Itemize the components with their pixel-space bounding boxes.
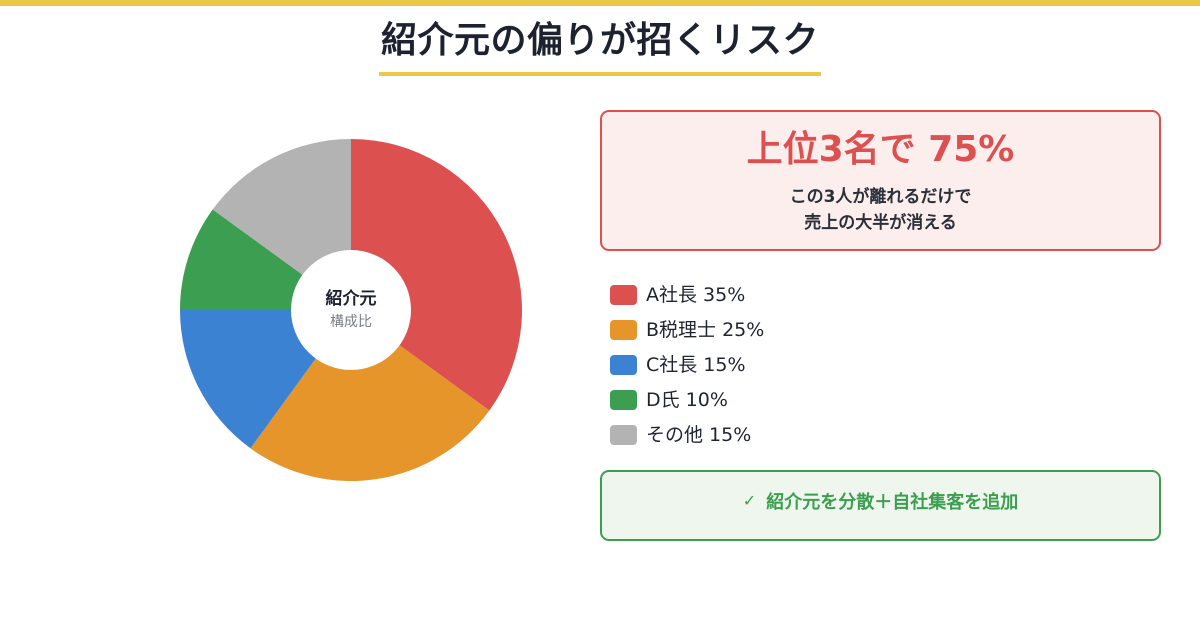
legend-label: A社長 35% [646,283,746,306]
risk-alert-box: 上位3名で 75% この3人が離れるだけで 売上の大半が消える [600,110,1161,251]
legend-item: D氏 10% [610,382,764,417]
legend-item: A社長 35% [610,277,764,312]
alert-body: この3人が離れるだけで 売上の大半が消える [602,184,1159,236]
donut-chart [170,130,532,492]
legend-swatch [610,284,637,305]
donut-hole [291,250,411,370]
title-wrap: 紹介元の偏りが招くリスク [0,18,1200,76]
legend-swatch [610,319,637,340]
alert-line-1: この3人が離れるだけで [789,187,972,207]
alert-headline: 上位3名で 75% [746,129,1015,170]
legend-swatch [610,424,637,445]
legend-item: B税理士 25% [610,312,764,347]
donut-slice-2 [250,310,490,482]
legend-label: B税理士 25% [646,318,765,341]
legend-item: その他 15% [610,417,764,452]
action-label: 紹介元を分散＋自社集客を追加 [766,491,1019,513]
donut-slice-1 [351,139,523,411]
top-accent-bar [0,0,1200,6]
legend-label: その他 15% [646,423,752,446]
legend-swatch [610,389,637,410]
legend-label: C社長 15% [646,353,746,376]
page-title: 紹介元の偏りが招くリスク [378,18,821,76]
chart-legend: A社長 35% B税理士 25% C社長 15% D氏 10% その他 15% [610,277,764,452]
check-icon: ✓ [742,491,757,510]
donut-center-title: 紹介元 [325,289,377,309]
action-recommendation-box: ✓ 紹介元を分散＋自社集客を追加 [600,470,1161,541]
donut-chart-svg [180,139,523,482]
donut-center-label: 紹介元 構成比 [291,250,411,370]
legend-swatch [610,354,637,375]
alert-line-2: 売上の大半が消える [804,213,957,233]
legend-item: C社長 15% [610,347,764,382]
donut-center-subtitle: 構成比 [330,314,372,330]
legend-label: D氏 10% [646,388,728,411]
